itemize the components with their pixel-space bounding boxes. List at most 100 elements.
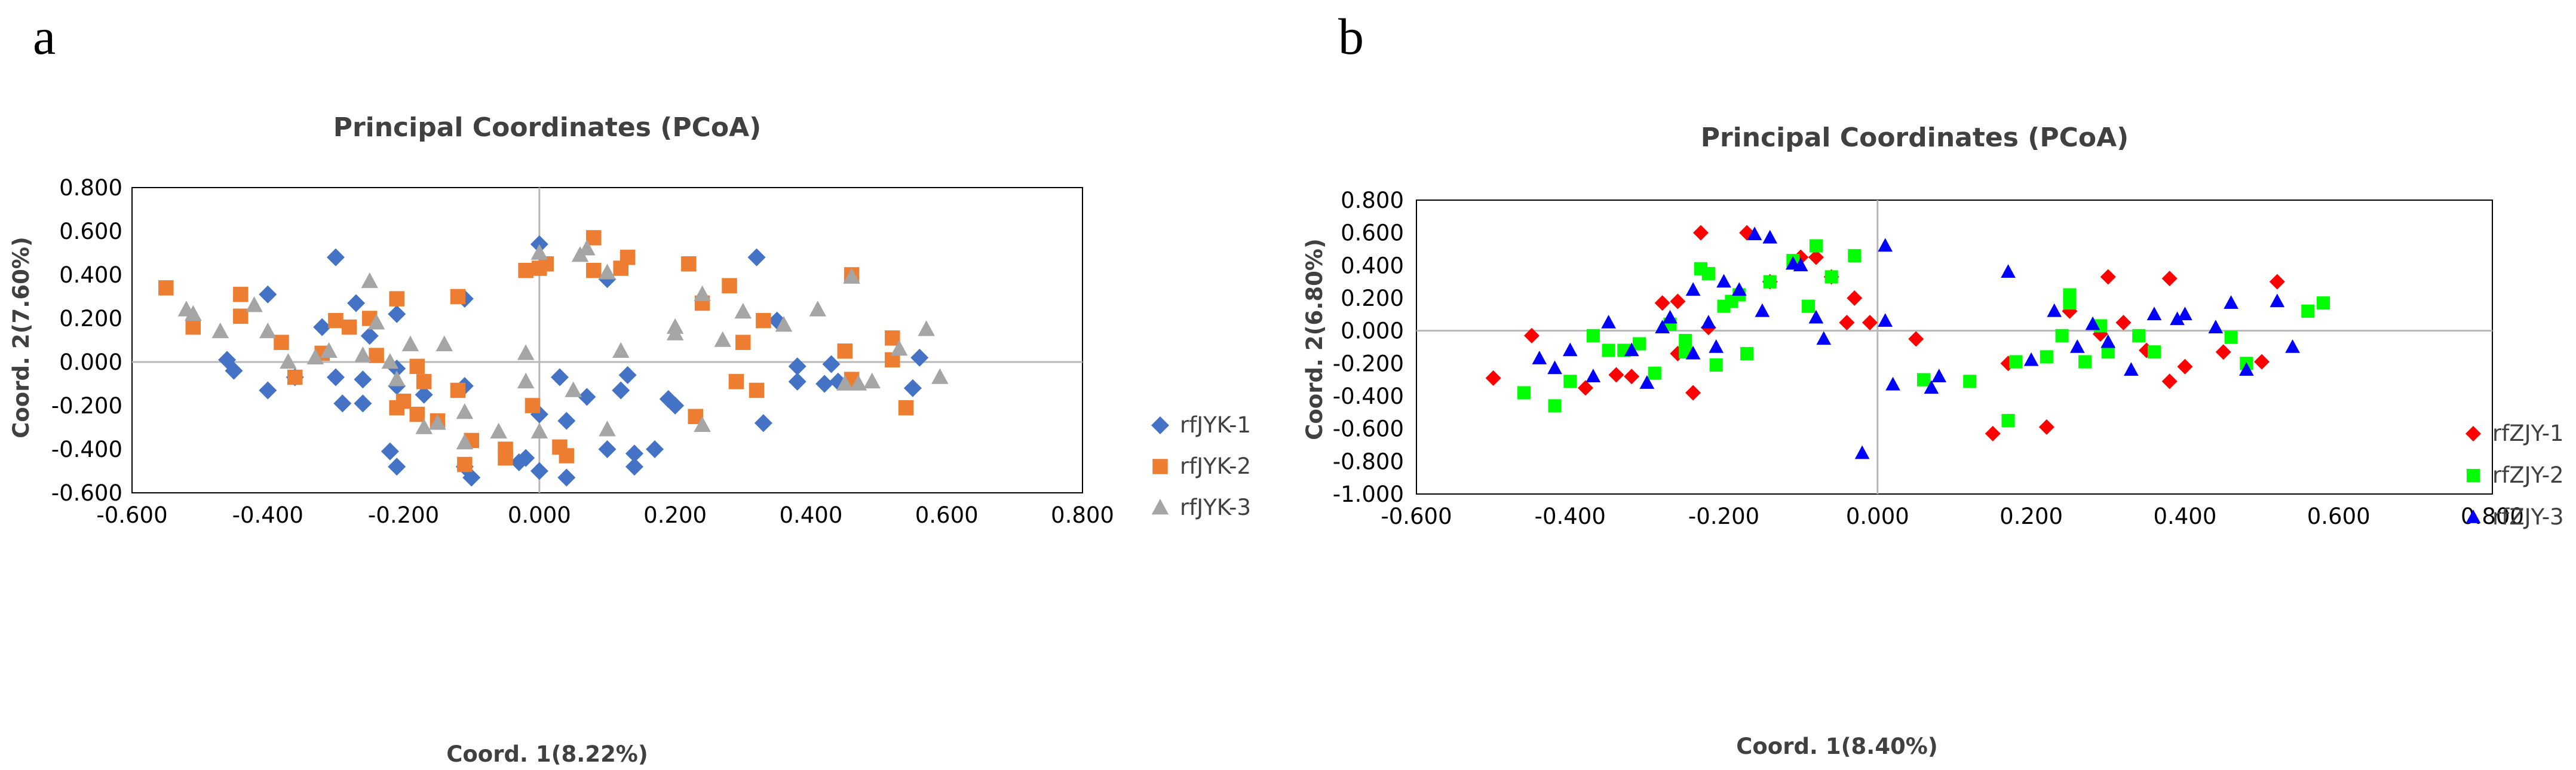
data-point <box>756 312 771 329</box>
data-point <box>1586 369 1601 382</box>
data-point <box>1924 380 1939 394</box>
data-point <box>354 370 372 389</box>
panel-a-letter: a <box>33 8 56 65</box>
legend-marker <box>2465 426 2481 441</box>
panel-a-title: Principal Coordinates (PCoA) <box>333 112 762 143</box>
data-point <box>1755 303 1770 317</box>
panel-a-y-tick-labels: -0.600 -0.400 -0.200 0.000 0.200 0.400 0.600 0.… <box>51 175 122 506</box>
data-point <box>1793 257 1808 272</box>
data-point <box>2078 355 2092 369</box>
data-point <box>274 335 289 350</box>
data-point <box>559 448 575 464</box>
data-point <box>320 342 338 358</box>
data-point <box>518 262 533 278</box>
data-point <box>456 403 474 419</box>
data-point <box>429 414 446 430</box>
data-point <box>416 374 432 389</box>
legend-label: rfZJY-3 <box>2492 504 2564 530</box>
data-point <box>1854 445 1870 459</box>
data-point <box>749 382 765 398</box>
data-point <box>2124 362 2139 376</box>
x-tick-label: -0.200 <box>1688 504 1759 529</box>
data-point <box>1731 282 1747 296</box>
data-point <box>2147 345 2161 359</box>
data-point <box>1808 309 1824 324</box>
data-point <box>1848 249 1862 262</box>
legend-marker <box>1151 499 1169 515</box>
data-point <box>1747 226 1762 241</box>
panel-a-points <box>158 230 949 487</box>
data-point <box>1862 315 1878 330</box>
data-point <box>2001 264 2016 278</box>
data-point <box>1485 370 1501 386</box>
data-point <box>1685 345 1701 360</box>
y-tick-label: 0.800 <box>59 175 122 201</box>
data-point <box>2170 311 2185 326</box>
x-tick-label: 0.800 <box>1051 502 1114 528</box>
panel-a: a Principal Coordinates (PCoA) -0.600 -0.… <box>8 8 1251 767</box>
panel-a-y-axis-title: Coord. 2(7.60%) <box>8 237 34 438</box>
data-point <box>2316 296 2330 310</box>
data-point <box>436 335 453 352</box>
series-rfZJY-2 <box>1517 239 2330 428</box>
legend-marker <box>2465 510 2481 523</box>
data-point <box>890 340 908 356</box>
y-tick-label: -0.600 <box>1333 416 1404 442</box>
panel-a-x-tick-labels: -0.600 -0.400 -0.200 0.000 0.200 0.400 0.600 0.… <box>96 502 1114 528</box>
data-point <box>211 322 229 339</box>
data-point <box>388 305 406 323</box>
data-point <box>2085 316 2100 330</box>
y-tick-label: -0.800 <box>1333 449 1404 474</box>
data-point <box>625 444 643 463</box>
data-point <box>490 422 507 439</box>
data-point <box>863 372 881 389</box>
data-point <box>530 244 548 260</box>
data-point <box>381 442 399 461</box>
panel-b-x-tick-labels: -0.600 -0.400 -0.200 0.000 0.200 0.400 0.600 0.… <box>1381 504 2524 529</box>
panel-a-x-axis-title: Coord. 1(8.22%) <box>446 741 648 767</box>
panel-b-plot-area <box>1416 200 2493 495</box>
data-point <box>809 300 827 317</box>
data-point <box>734 303 752 319</box>
data-point <box>1701 266 1715 281</box>
data-point <box>1885 376 1900 391</box>
legend-label: rfJYK-3 <box>1180 495 1251 520</box>
data-point <box>2208 320 2224 333</box>
data-point <box>2285 339 2300 353</box>
panel-b-title: Principal Coordinates (PCoA) <box>1701 122 2129 153</box>
data-point <box>333 394 352 413</box>
data-point <box>1716 274 1731 288</box>
legend-label: rfJYK-2 <box>1180 453 1251 479</box>
data-point <box>517 344 535 360</box>
data-point <box>728 374 744 389</box>
data-point <box>843 268 860 284</box>
data-point <box>1523 327 1540 343</box>
data-point <box>1548 399 1562 413</box>
data-point <box>395 393 412 409</box>
y-tick-label: -0.200 <box>51 393 122 419</box>
data-point <box>1709 339 1724 353</box>
data-point <box>1624 369 1640 385</box>
data-point <box>462 468 481 487</box>
data-point <box>409 406 425 422</box>
data-point <box>1762 229 1778 244</box>
data-point <box>2055 329 2069 342</box>
data-point <box>2215 344 2231 360</box>
data-point <box>326 248 345 266</box>
data-point <box>1532 351 1547 364</box>
y-tick-label: 0.800 <box>1341 188 1404 213</box>
x-tick-label: 0.000 <box>508 502 571 528</box>
data-point <box>530 422 548 439</box>
data-point <box>1916 373 1931 386</box>
data-point <box>498 450 513 466</box>
data-point <box>850 375 867 391</box>
x-tick-label: -0.600 <box>96 502 167 528</box>
y-tick-label: -1.000 <box>1333 481 1404 507</box>
data-point <box>1648 366 1661 380</box>
data-point <box>1563 375 1577 388</box>
data-point <box>2001 413 2015 428</box>
data-point <box>1578 380 1594 396</box>
data-point <box>625 458 643 476</box>
y-tick-label: -0.400 <box>51 437 122 462</box>
data-point <box>2254 354 2270 370</box>
